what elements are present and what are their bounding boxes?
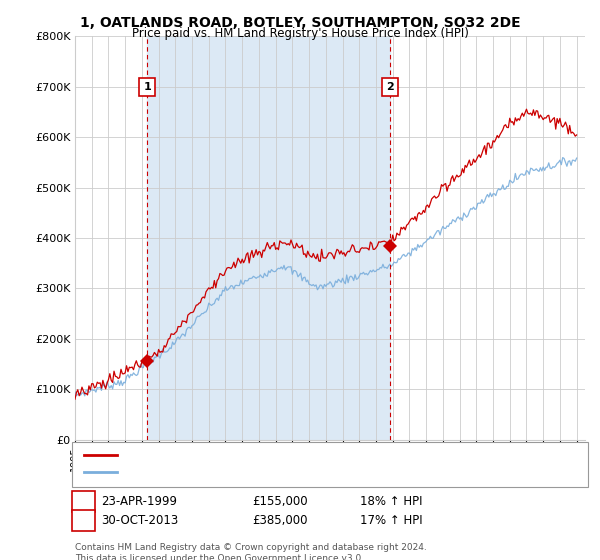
- Text: HPI: Average price, detached house, Eastleigh: HPI: Average price, detached house, East…: [123, 466, 364, 477]
- Text: 18% ↑ HPI: 18% ↑ HPI: [360, 494, 422, 508]
- Text: 2: 2: [79, 514, 88, 528]
- Text: 23-APR-1999: 23-APR-1999: [101, 494, 177, 508]
- Text: 2: 2: [386, 82, 394, 92]
- Text: 17% ↑ HPI: 17% ↑ HPI: [360, 514, 422, 528]
- Text: 1, OATLANDS ROAD, BOTLEY, SOUTHAMPTON, SO32 2DE (detached house): 1, OATLANDS ROAD, BOTLEY, SOUTHAMPTON, S…: [123, 450, 514, 460]
- Text: 1: 1: [79, 494, 88, 508]
- Text: Contains HM Land Registry data © Crown copyright and database right 2024.
This d: Contains HM Land Registry data © Crown c…: [75, 543, 427, 560]
- Text: 1: 1: [143, 82, 151, 92]
- Text: 1, OATLANDS ROAD, BOTLEY, SOUTHAMPTON, SO32 2DE: 1, OATLANDS ROAD, BOTLEY, SOUTHAMPTON, S…: [80, 16, 520, 30]
- Text: £385,000: £385,000: [252, 514, 308, 528]
- Text: £155,000: £155,000: [252, 494, 308, 508]
- Bar: [147, 36, 390, 440]
- Text: 30-OCT-2013: 30-OCT-2013: [101, 514, 178, 528]
- Text: Price paid vs. HM Land Registry's House Price Index (HPI): Price paid vs. HM Land Registry's House …: [131, 27, 469, 40]
